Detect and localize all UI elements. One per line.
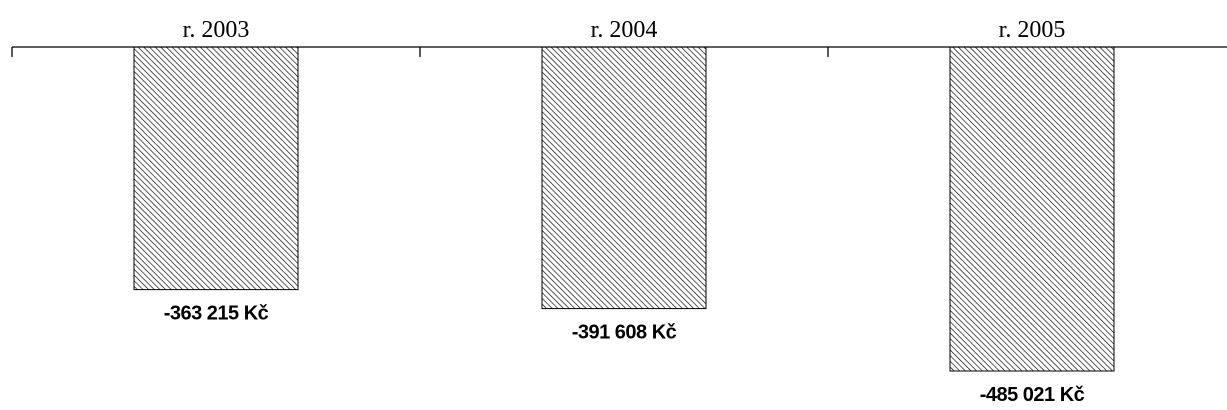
- x-tick-label: r. 2003: [183, 17, 250, 43]
- x-tick-label: r. 2004: [591, 17, 658, 43]
- value-label: -485 021 Kč: [980, 384, 1085, 406]
- bar: [949, 46, 1115, 372]
- x-tick-label: r. 2005: [999, 17, 1066, 43]
- bar: [541, 46, 707, 310]
- value-label: -391 608 Kč: [572, 322, 677, 344]
- value-label: -363 215 Kč: [164, 303, 269, 325]
- bar: [133, 46, 299, 291]
